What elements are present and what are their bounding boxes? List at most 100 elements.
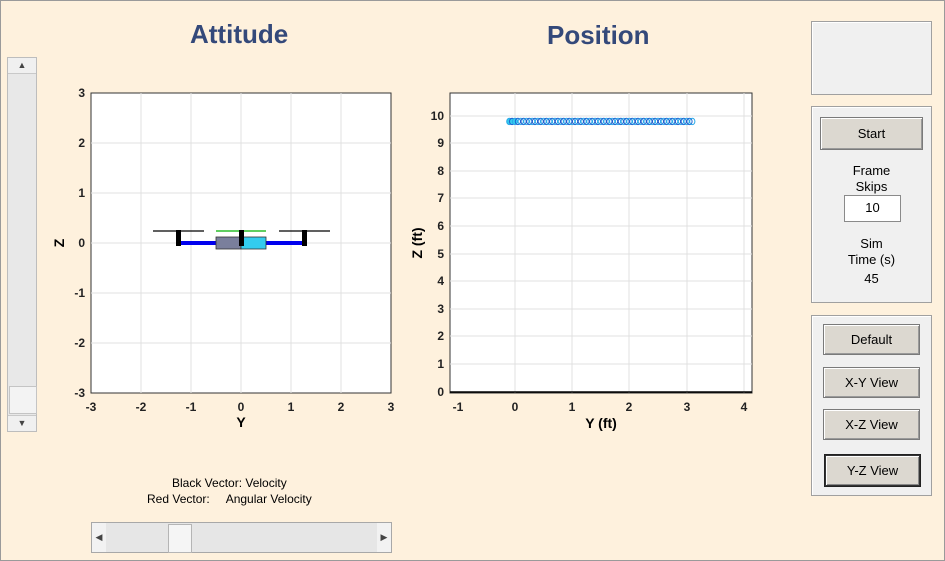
attitude-xtick: -3 — [86, 400, 97, 414]
vertical-scrollbar[interactable]: ▲ ▼ — [7, 57, 37, 432]
frame-skips-label-1: Frame — [852, 163, 891, 178]
position-ytick: 6 — [437, 219, 444, 233]
position-ytick: 8 — [437, 164, 444, 178]
trajectory-point — [551, 117, 559, 126]
position-xtick: 1 — [569, 400, 576, 414]
scroll-down-icon[interactable]: ▼ — [8, 415, 36, 431]
trajectory-point — [531, 117, 539, 126]
position-xtick: 4 — [741, 400, 748, 414]
position-xlabel: Y (ft) — [585, 415, 617, 431]
scroll-left-icon[interactable]: ◀ — [92, 523, 106, 552]
scroll-right-icon[interactable]: ▶ — [377, 523, 391, 552]
trajectory-point — [603, 117, 610, 126]
frame-skips-input[interactable]: 10 — [844, 195, 901, 222]
position-ytick: 9 — [437, 136, 444, 150]
quadrotor-body — [153, 230, 330, 250]
trajectory-point — [523, 117, 530, 126]
sim-time-label-2: Time (s) — [847, 252, 896, 267]
trajectory-point — [614, 117, 622, 126]
trajectory-point — [686, 117, 693, 126]
attitude-xtick: 2 — [338, 400, 345, 414]
trajectory-point — [637, 117, 644, 126]
attitude-xtick: 0 — [238, 400, 245, 414]
sim-time-value: 45 — [864, 271, 879, 286]
position-xtick: 3 — [684, 400, 691, 414]
trajectory-point — [574, 117, 581, 126]
position-ytick: 0 — [437, 385, 444, 399]
trajectory-point — [594, 117, 601, 126]
attitude-ytick: -2 — [74, 336, 85, 350]
attitude-xlabel: Y — [236, 414, 246, 430]
position-xtick: -1 — [453, 400, 464, 414]
position-ytick: 7 — [437, 191, 444, 205]
trajectory-point — [566, 117, 573, 126]
attitude-ytick: -3 — [74, 386, 85, 400]
trajectory-point — [543, 117, 550, 126]
vertical-scroll-thumb[interactable] — [9, 386, 37, 414]
start-button[interactable]: Start — [820, 117, 923, 150]
attitude-ytick: 1 — [78, 186, 85, 200]
trajectory-point — [586, 117, 593, 126]
trajectory-point — [606, 117, 613, 126]
simulation-panel: Start Frame Skips 10 Sim Time (s) 45 — [811, 106, 932, 303]
legend-red-vector: Red Vector: Angular Velocity — [147, 492, 312, 506]
trajectory-point — [583, 117, 590, 126]
sim-time-label-1: Sim — [860, 236, 883, 251]
position-ytick: 3 — [437, 302, 444, 316]
position-axes-box — [449, 92, 753, 394]
view-panel: Default X-Y View X-Z View Y-Z View — [811, 315, 932, 496]
trajectory-point — [666, 117, 673, 126]
yz-view-button[interactable]: Y-Z View — [825, 455, 920, 486]
trajectory-point — [520, 117, 527, 126]
trajectory-point — [563, 117, 570, 126]
trajectory-point — [580, 117, 587, 126]
attitude-ylabel: Z — [51, 238, 67, 247]
position-xtick: 2 — [626, 400, 633, 414]
attitude-xtick: -1 — [186, 400, 197, 414]
trajectory-point — [669, 117, 676, 126]
trajectory-point — [626, 117, 633, 126]
attitude-ytick: 0 — [78, 236, 85, 250]
xy-view-button[interactable]: X-Y View — [823, 367, 920, 398]
frame-skips-label-2: Skips — [855, 179, 888, 194]
trajectory-point — [623, 117, 630, 126]
position-ytick: 5 — [437, 247, 444, 261]
trajectory-point — [652, 117, 659, 126]
horizontal-scroll-thumb[interactable] — [168, 524, 192, 553]
attitude-xtick: -2 — [136, 400, 147, 414]
trajectory-point — [537, 117, 544, 126]
trajectory-point — [634, 117, 642, 126]
position-ytick: 2 — [437, 329, 444, 343]
trajectory-point — [680, 117, 687, 126]
trajectory-point — [689, 117, 696, 126]
attitude-title: Attitude — [190, 19, 289, 49]
legend-black-vector: Black Vector: Velocity — [172, 476, 287, 490]
position-ytick: 4 — [437, 274, 444, 288]
position-plot: -1 0 1 2 3 4 10 9 8 7 6 5 4 3 2 1 0 Y (f… — [409, 92, 753, 431]
position-ylabel: Z (ft) — [409, 227, 425, 258]
position-grid — [450, 93, 752, 393]
scroll-up-icon[interactable]: ▲ — [8, 58, 36, 74]
attitude-xtick: 1 — [288, 400, 295, 414]
attitude-ytick: 2 — [78, 136, 85, 150]
attitude-ytick: -1 — [74, 286, 85, 300]
attitude-ytick: 3 — [78, 86, 85, 100]
blank-panel — [811, 21, 932, 95]
trajectory-point — [534, 117, 541, 126]
trajectory-markers — [506, 117, 696, 126]
position-ytick: 10 — [431, 109, 445, 123]
trajectory-point — [646, 117, 653, 126]
trajectory-point — [609, 117, 616, 126]
attitude-xtick: 3 — [388, 400, 395, 414]
position-xtick: 0 — [512, 400, 519, 414]
horizontal-scrollbar[interactable]: ◀ ▶ — [91, 522, 392, 553]
trajectory-point — [654, 117, 662, 126]
attitude-plot: -3 -2 -1 0 1 2 3 3 2 1 0 -1 -2 -3 Y Z — [51, 86, 395, 430]
default-view-button[interactable]: Default — [823, 324, 920, 355]
trajectory-point — [674, 117, 682, 126]
position-ytick: 1 — [437, 357, 444, 371]
xz-view-button[interactable]: X-Z View — [823, 409, 920, 440]
trajectory-point — [554, 117, 561, 126]
position-title: Position — [547, 20, 650, 50]
trajectory-point — [517, 117, 524, 126]
